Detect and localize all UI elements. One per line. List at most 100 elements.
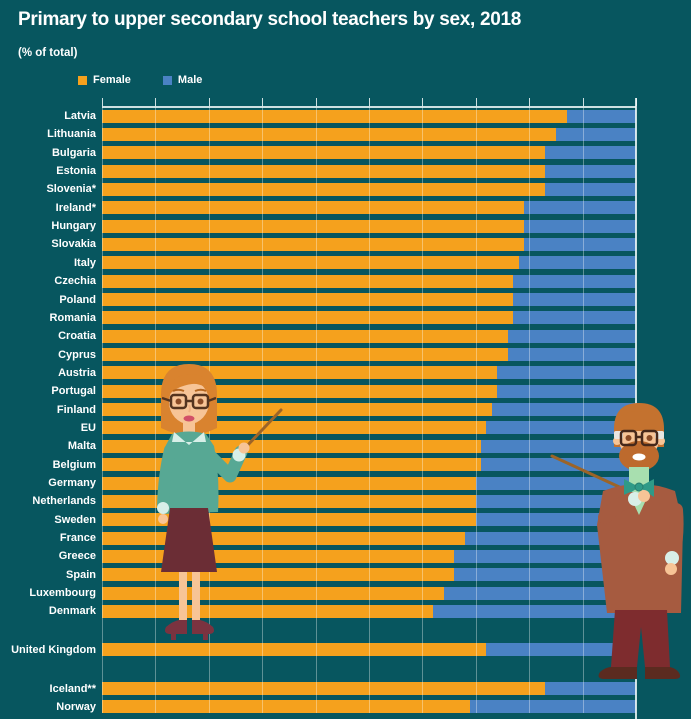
legend-item-male: Male	[162, 74, 203, 86]
pointer-stick	[243, 408, 283, 450]
male-bar-segment	[545, 182, 636, 196]
male-bar-segment	[443, 586, 636, 600]
country-label: Netherlands	[32, 495, 96, 508]
female-bar-segment	[102, 682, 546, 696]
male-bar-segment	[545, 164, 636, 178]
country-label: Italy	[73, 256, 96, 269]
male-bar-segment	[475, 476, 636, 490]
country-label: Ireland*	[55, 201, 96, 214]
country-label: Sweden	[54, 513, 96, 526]
male-bar-segment	[545, 682, 636, 696]
female-bar-segment	[102, 700, 471, 714]
male-bar-segment	[507, 329, 636, 343]
top-axis-line	[102, 106, 636, 108]
female-bar-segment	[102, 201, 524, 215]
gridline	[155, 106, 157, 713]
female-legs	[165, 572, 214, 640]
female-body	[157, 422, 250, 572]
female-glasses	[161, 393, 217, 410]
male-bar-segment	[518, 256, 636, 270]
female-head	[161, 364, 217, 435]
country-label: Romania	[49, 311, 96, 324]
country-label: Denmark	[48, 605, 96, 618]
country-label: Luxembourg	[29, 587, 96, 600]
country-label: Spain	[66, 568, 96, 581]
male-glasses	[619, 429, 659, 447]
country-label: Lithuania	[47, 128, 96, 141]
male-bar-segment	[475, 513, 636, 527]
female-bar-segment	[102, 146, 546, 160]
country-label: Latvia	[64, 110, 96, 122]
country-label: Bulgaria	[51, 146, 96, 159]
male-bar-segment	[481, 458, 636, 472]
female-bar-segment	[102, 256, 519, 270]
female-bar-segment	[102, 348, 508, 362]
male-bar-segment	[523, 219, 636, 233]
axis-tick	[208, 98, 210, 106]
male-bar-segment	[433, 604, 636, 618]
male-bar-segment	[486, 421, 636, 435]
legend-swatch-female	[78, 75, 87, 85]
female-bar-segment	[102, 643, 487, 657]
female-bar-segment	[102, 182, 546, 196]
legend-item-female: Female	[78, 74, 131, 86]
axis-tick	[262, 98, 264, 106]
male-bar-segment	[555, 127, 636, 141]
male-teacher-illustration	[550, 403, 684, 679]
gridline	[369, 106, 370, 713]
male-bar-segment	[513, 274, 636, 288]
legend-swatch-male	[162, 75, 172, 85]
female-teacher-illustration	[157, 364, 283, 640]
country-label: France	[59, 532, 96, 545]
female-bar-segment	[102, 293, 514, 306]
male-bar-segment	[523, 201, 636, 215]
gridline	[582, 106, 584, 713]
female-bar-segment	[102, 127, 556, 141]
gridline	[422, 106, 424, 713]
gridline	[262, 106, 264, 713]
legend-label: Female	[93, 74, 131, 86]
country-label: Slovakia	[51, 238, 96, 251]
female-bar-segment	[102, 274, 514, 288]
female-bar-segment	[102, 586, 444, 600]
legend: Female Male	[78, 74, 202, 86]
country-label: Portugal	[51, 385, 96, 398]
country-label: Germany	[48, 477, 96, 489]
country-label: Greece	[58, 550, 96, 563]
country-label: Slovenia*	[46, 183, 96, 196]
male-bar-segment	[507, 348, 636, 362]
axis-tick	[529, 98, 531, 106]
male-bar-segment	[454, 568, 636, 582]
gridline	[529, 106, 531, 713]
gridline	[315, 106, 317, 713]
female-bar-segment	[102, 219, 524, 233]
country-label: Cyprus	[58, 348, 96, 361]
male-bar-segment	[513, 293, 636, 306]
axis-tick	[582, 98, 584, 106]
male-bar-segment	[454, 549, 636, 563]
country-label: Czechia	[54, 275, 96, 288]
axis-tick	[369, 98, 370, 106]
male-bar-segment	[481, 439, 636, 453]
female-bar-segment	[102, 311, 514, 325]
female-bar-segment	[102, 164, 546, 178]
male-legs	[598, 610, 681, 679]
chart-title: Primary to upper secondary school teache…	[18, 9, 522, 30]
country-label: Iceland**	[49, 682, 96, 695]
country-label: United Kingdom	[11, 643, 96, 656]
male-head	[613, 403, 665, 471]
gridline	[102, 106, 103, 713]
female-bar-segment	[102, 329, 508, 343]
male-bar-segment	[465, 531, 636, 545]
axis-tick	[155, 98, 157, 106]
country-label: Finland	[56, 403, 96, 416]
legend-label: Male	[177, 74, 203, 86]
country-label: EU	[80, 421, 96, 434]
male-bar-segment	[497, 384, 636, 398]
male-bar-segment	[497, 366, 636, 380]
male-bar-segment	[470, 700, 636, 714]
country-label: Hungary	[51, 220, 96, 233]
axis-tick	[475, 98, 477, 106]
country-label: Malta	[67, 440, 96, 453]
